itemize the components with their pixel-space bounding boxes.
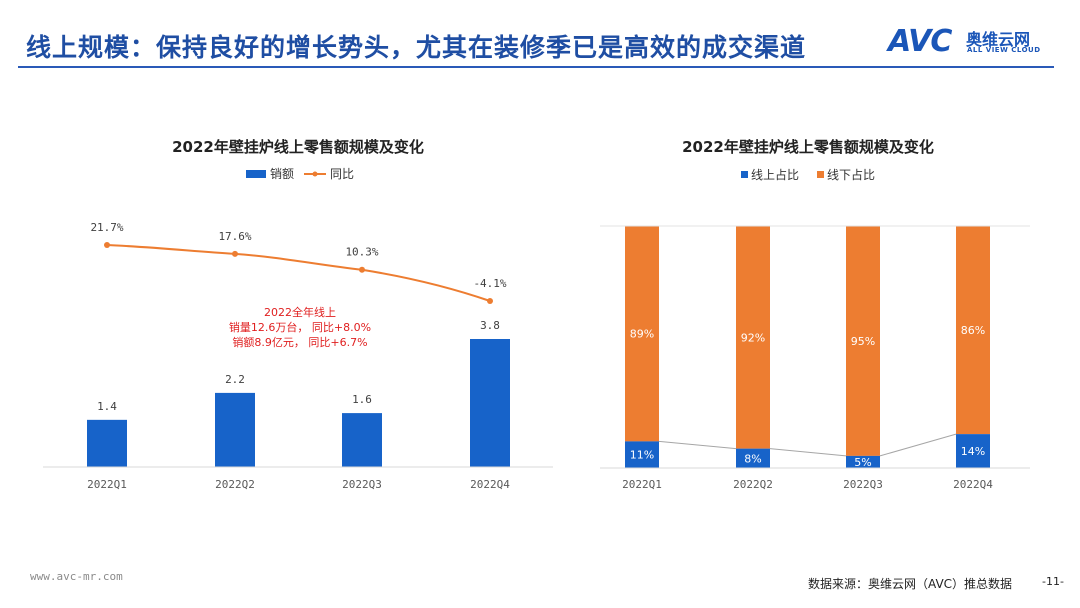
- avc-logo: AVC 奥维云网 ALL VIEW CLOUD: [888, 24, 1058, 60]
- online-share-label: 14%: [961, 445, 985, 458]
- chart2-x-tick: 2022Q2: [733, 478, 773, 491]
- footer-url: www.avc-mr.com: [30, 570, 123, 583]
- yoy-line: [106, 244, 491, 302]
- legend-bar-label: 销额: [270, 167, 294, 181]
- legend-bar-swatch: [246, 170, 266, 178]
- chart2-x-tick: 2022Q4: [953, 478, 993, 491]
- online-share-bar: [736, 448, 770, 468]
- annual-summary-line: 销量12.6万台， 同比+8.0%: [229, 320, 371, 334]
- yoy-label: 17.6%: [218, 230, 251, 243]
- sales-bar: [342, 413, 382, 467]
- slide-title: 线上规模：保持良好的增长势头，尤其在装修季已是高效的成交渠道: [26, 33, 807, 62]
- logo-cn-text: 奥维云网: [966, 30, 1031, 49]
- legend-online-label: 线上占比: [751, 167, 799, 182]
- offline-share-bar: [846, 226, 880, 456]
- yoy-point: [487, 298, 493, 304]
- offline-share-label: 89%: [630, 328, 654, 341]
- online-share-label: 11%: [630, 449, 654, 462]
- offline-share-bar: [956, 226, 990, 435]
- legend-offline-swatch: [817, 171, 824, 178]
- sales-bar: [470, 339, 510, 467]
- title-divider: [18, 66, 1054, 68]
- online-share-bar: [625, 441, 659, 468]
- online-share-label: 5%: [854, 456, 871, 469]
- offline-share-bar: [625, 226, 659, 442]
- chart2-x-tick: 2022Q1: [622, 478, 662, 491]
- offline-share-label: 92%: [741, 331, 765, 344]
- online-share-label: 8%: [744, 452, 761, 465]
- sales-bar-label: 3.8: [480, 319, 500, 332]
- chart1-x-tick: 2022Q1: [87, 478, 127, 491]
- legend-line-marker: [312, 171, 318, 177]
- offline-share-label: 86%: [961, 324, 985, 337]
- chart1-title: 2022年壁挂炉线上零售额规模及变化: [172, 138, 424, 156]
- annual-summary-line: 销额8.9亿元， 同比+6.7%: [232, 335, 367, 349]
- offline-share-bar: [736, 226, 770, 449]
- offline-share-label: 95%: [851, 335, 875, 348]
- sales-bar-label: 2.2: [225, 373, 245, 386]
- legend-online-swatch: [741, 171, 748, 178]
- yoy-point: [104, 242, 110, 248]
- chart2-x-tick: 2022Q3: [843, 478, 883, 491]
- sales-bar: [87, 419, 127, 467]
- share-connector-line: [879, 433, 957, 457]
- yoy-point: [359, 266, 365, 273]
- chart2-title: 2022年壁挂炉线上零售额规模及变化: [682, 138, 934, 156]
- annual-summary-line: 2022全年线上: [264, 305, 336, 319]
- sales-bar: [215, 392, 255, 467]
- logo-en-text: ALL VIEW CLOUD: [967, 46, 1041, 54]
- chart1-x-tick: 2022Q2: [215, 478, 255, 491]
- page-number: -11-: [1042, 575, 1064, 588]
- legend-line-label: 同比: [330, 167, 354, 181]
- sales-bar-label: 1.6: [352, 393, 372, 406]
- yoy-label: 21.7%: [90, 221, 123, 234]
- chart1-x-tick: 2022Q3: [342, 478, 382, 491]
- yoy-point: [232, 250, 238, 257]
- legend-offline-label: 线下占比: [827, 167, 875, 182]
- yoy-label: -4.1%: [473, 277, 506, 290]
- logo-avc-text: AVC: [888, 24, 952, 59]
- share-connector-line: [769, 448, 847, 457]
- online-share-bar: [846, 455, 880, 468]
- sales-bar-label: 1.4: [97, 400, 117, 413]
- online-share-bar: [956, 434, 990, 468]
- share-connector-line: [658, 440, 737, 450]
- footer-source: 数据来源：奥维云网（AVC）推总数据: [808, 577, 1013, 591]
- yoy-label: 10.3%: [345, 246, 378, 259]
- chart1-x-tick: 2022Q4: [470, 478, 510, 491]
